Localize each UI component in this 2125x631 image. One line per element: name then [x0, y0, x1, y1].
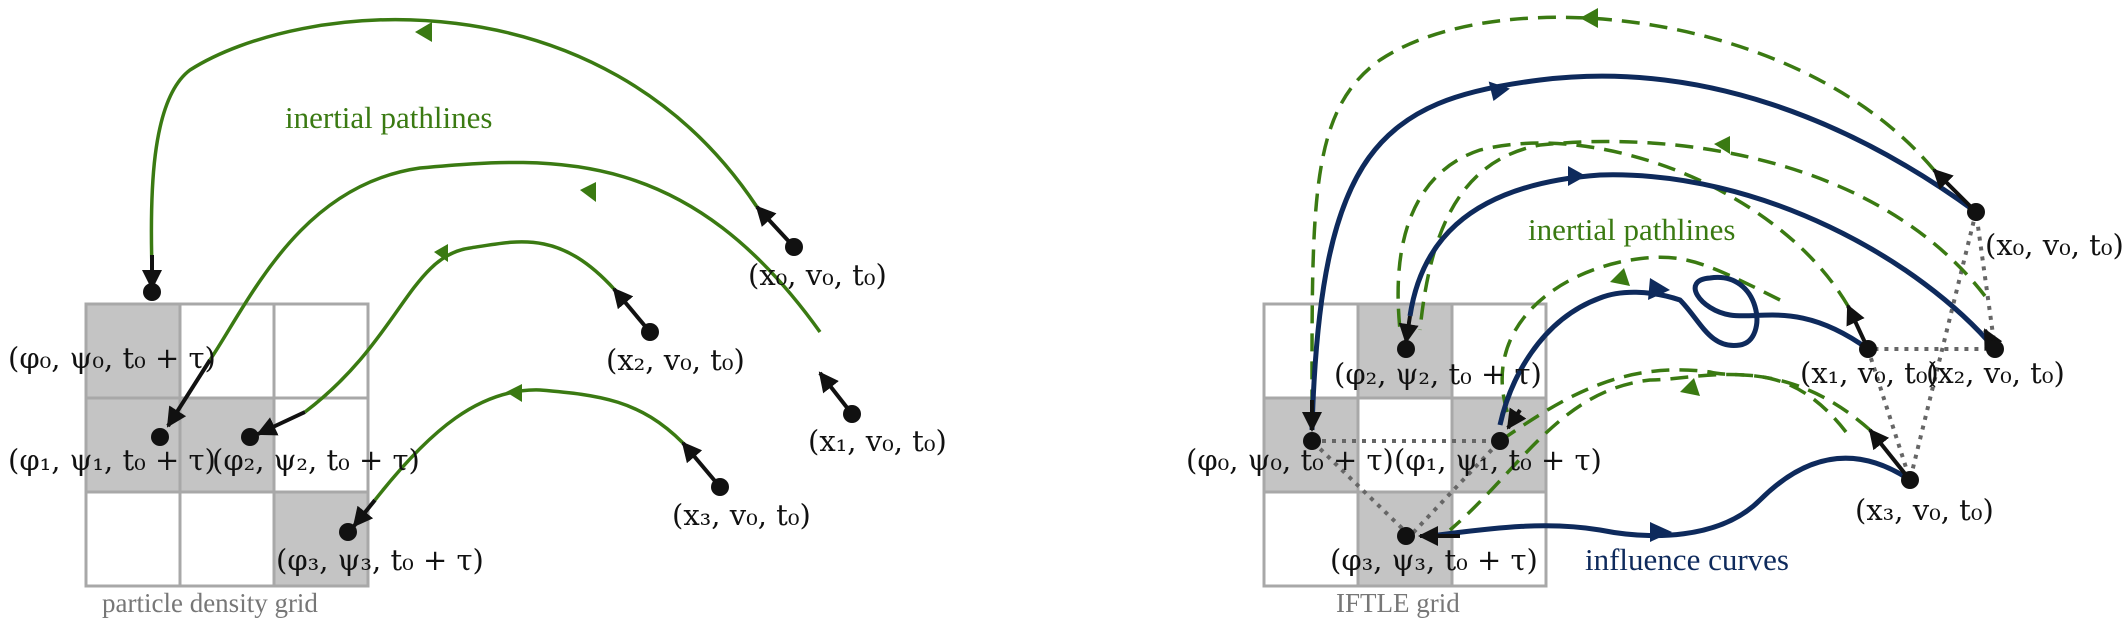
pathline-arrowhead [506, 384, 522, 402]
right-start-label-3: (x₃, v₀, t₀) [1855, 493, 1994, 527]
pathline-3 [373, 388, 685, 502]
particles-right [1303, 203, 2004, 545]
right-end-label-3: (φ₃, ψ₃, t₀ + τ) [1330, 543, 1538, 577]
pathline-arrowhead [415, 22, 432, 42]
influence-arrowheads [1488, 81, 1672, 542]
end-point-1 [1491, 432, 1509, 450]
pathline-2 [303, 240, 616, 414]
right-panel: inertial pathlines influence curves (x₀,… [1186, 8, 2124, 618]
left-start-label-2: (x₂, v₀, t₀) [606, 343, 745, 377]
influence-curve-3 [1429, 455, 1912, 539]
right-start-label-1: (x₁, v₀, t₀) [1800, 356, 1939, 390]
influence-curve-1 [1407, 172, 1997, 351]
right-start-label-0: (x₀, v₀, t₀) [1985, 228, 2124, 262]
right-green-label: inertial pathlines [1528, 212, 1735, 247]
particles-left [143, 238, 861, 541]
start-point-2 [641, 323, 659, 341]
right-end-label-1: (φ₁, ψ₁, t₀ + τ) [1394, 443, 1602, 477]
pathline-arrowhead [434, 244, 448, 262]
inertial-pathlines-right [1310, 15, 1987, 532]
start-point-2 [1986, 340, 2004, 358]
end-arrows-right [1302, 315, 1527, 546]
pathline-arrowheads-right [1580, 8, 1730, 396]
end-point-0 [143, 283, 161, 301]
pathline-0 [1310, 15, 1936, 411]
left-end-label-3: (φ₃, ψ₃, t₀ + τ) [276, 543, 484, 577]
influence-curve-2 [1497, 274, 1870, 426]
end-point-0 [1303, 432, 1321, 450]
start-arrows-left [612, 205, 854, 489]
left-panel: inertial pathlines (x₀, v₀, t₀) (x₂, v₀,… [8, 17, 947, 618]
end-point-3 [339, 523, 357, 541]
pathline-5 [1500, 255, 1781, 421]
right-blue-label: influence curves [1585, 542, 1789, 577]
right-end-label-0: (φ₀, ψ₀, t₀ + τ) [1186, 443, 1394, 477]
left-start-label-0: (x₀, v₀, t₀) [748, 258, 887, 292]
left-end-label-2: (φ₂, ψ₂, t₀ + τ) [212, 443, 420, 477]
particle-density-grid [84, 302, 370, 588]
iftle-grid [1262, 302, 1548, 588]
pathline-1 [1396, 141, 1850, 331]
pathline-4 [1448, 372, 1872, 532]
pathline-0 [149, 17, 759, 271]
pathline-2 [1418, 139, 1987, 331]
influence-curve-0 [1309, 73, 1978, 431]
right-start-label-2: (x₂, v₀, t₀) [1926, 356, 2065, 390]
end-point-1 [151, 428, 169, 446]
pathline-1 [208, 160, 822, 361]
left-grid-caption: particle density grid [102, 588, 318, 618]
start-point-0 [1967, 203, 1985, 221]
start-arrows-right [1846, 168, 2003, 482]
pathline-arrowhead [580, 182, 596, 202]
end-point-3 [1397, 527, 1415, 545]
pathline-3 [1499, 368, 1848, 443]
left-curve-label: inertial pathlines [285, 100, 492, 135]
left-start-label-1: (x₁, v₀, t₀) [808, 424, 947, 458]
left-end-label-0: (φ₀, ψ₀, t₀ + τ) [8, 341, 216, 375]
left-end-label-1: (φ₁, ψ₁, t₀ + τ) [8, 443, 216, 477]
start-point-1 [1859, 340, 1877, 358]
end-arrows-left [142, 255, 377, 528]
end-point-2 [1397, 340, 1415, 358]
end-point-2 [241, 428, 259, 446]
right-end-label-2: (φ₂, ψ₂, t₀ + τ) [1334, 357, 1542, 391]
right-grid-caption: IFTLE grid [1336, 588, 1460, 618]
influence-curves [1309, 73, 1997, 539]
left-start-label-3: (x₃, v₀, t₀) [672, 498, 811, 532]
start-point-0 [785, 238, 803, 256]
start-point-1 [843, 405, 861, 423]
start-point-3 [711, 478, 729, 496]
start-point-3 [1901, 471, 1919, 489]
inertial-pathlines-left [149, 17, 822, 502]
